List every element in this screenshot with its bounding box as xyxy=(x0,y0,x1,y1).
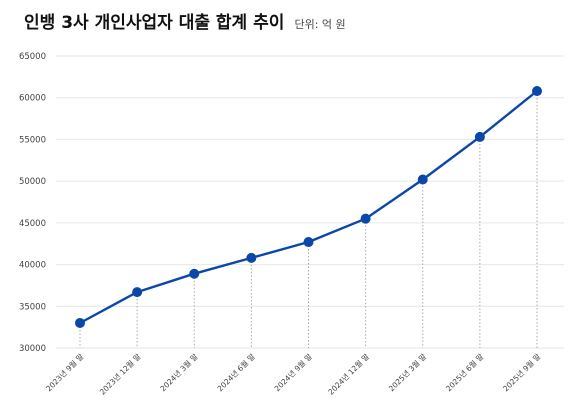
data-points xyxy=(75,86,542,328)
y-tick-label: 60000 xyxy=(19,94,46,104)
data-point xyxy=(532,86,542,97)
x-axis-ticks: 2023년 9월 말 2023년 12월 말 2024년 3월 말 2024년 6월 … xyxy=(43,351,542,396)
x-tick-label: 2024년 6월 말 xyxy=(215,351,257,393)
chart-unit-label: 단위: 억 원 xyxy=(294,18,346,31)
y-tick-label: 55000 xyxy=(19,135,46,145)
y-tick-label: 30000 xyxy=(19,344,46,354)
y-tick-label: 40000 xyxy=(19,261,46,271)
y-tick-label: 35000 xyxy=(19,302,46,312)
y-tick-label: 50000 xyxy=(19,177,46,187)
gridlines xyxy=(56,55,564,349)
x-tick-label: 2025년 3월 말 xyxy=(386,351,428,393)
drop-lines xyxy=(79,91,538,348)
data-point xyxy=(75,317,85,328)
data-point xyxy=(246,252,257,263)
y-tick-label: 65000 xyxy=(19,52,46,62)
y-axis-ticks: 30000 35000 40000 45000 50000 55000 60000 65000 xyxy=(19,52,46,354)
x-tick-label: 2024년 12월 말 xyxy=(326,351,371,396)
data-point xyxy=(303,237,314,248)
x-tick-label: 2025년 6월 말 xyxy=(443,351,485,393)
data-point xyxy=(360,213,371,224)
x-tick-label: 2024년 3월 말 xyxy=(158,351,200,393)
data-point xyxy=(132,287,143,298)
data-point xyxy=(417,174,428,185)
x-tick-label: 2023년 12월 말 xyxy=(97,351,142,396)
chart-title: 인뱅 3사 개인사업자 대출 합계 추이 xyxy=(24,13,285,33)
chart-header: 인뱅 3사 개인사업자 대출 합계 추이 단위: 억 원 xyxy=(24,8,346,38)
x-tick-label: 2025년 9월 말 xyxy=(500,351,542,393)
x-tick-label: 2023년 9월 말 xyxy=(43,351,85,393)
y-tick-label: 45000 xyxy=(19,219,46,229)
data-point xyxy=(474,131,485,142)
x-tick-label: 2024년 9월 말 xyxy=(272,351,314,393)
data-point xyxy=(189,268,200,279)
